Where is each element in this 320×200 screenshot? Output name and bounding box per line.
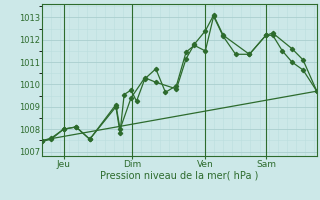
X-axis label: Pression niveau de la mer( hPa ): Pression niveau de la mer( hPa ) [100, 171, 258, 181]
